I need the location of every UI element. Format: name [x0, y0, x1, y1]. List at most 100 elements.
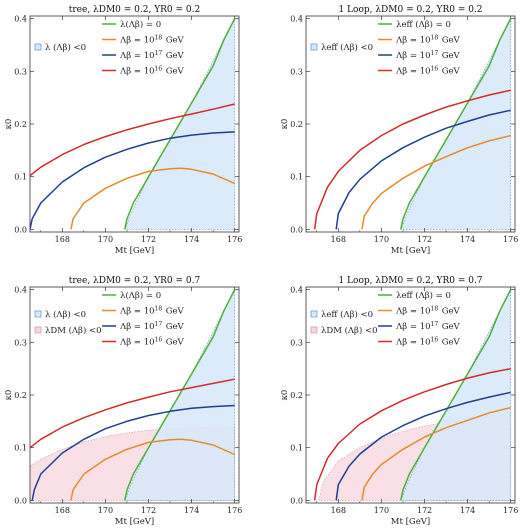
legend-region-label: λDM (Λβ) <0	[321, 325, 378, 336]
y-axis-label: κ0	[4, 119, 14, 130]
legend-label: λeff (Λβ) = 0	[396, 19, 451, 30]
series-line-red	[313, 89, 511, 230]
series-line-blue	[335, 391, 511, 501]
x-tick-label: 172	[141, 235, 156, 244]
x-tick-label: 168	[55, 235, 70, 244]
y-tick-label: 0.3	[290, 338, 303, 347]
x-axis-label: Mt [GeV]	[391, 517, 430, 527]
x-tick-label: 170	[374, 506, 389, 515]
y-axis-label: κ0	[4, 390, 14, 401]
legend-label: Λβ = 1017 GeV	[119, 50, 184, 61]
legend-label: Λβ = 1016 GeV	[119, 337, 184, 348]
x-tick-label: 174	[184, 235, 199, 244]
y-tick-label: 0.1	[14, 173, 27, 182]
legend-region-swatch	[310, 43, 318, 51]
y-tick-label: 0.4	[290, 15, 303, 24]
legend-label: Λβ = 1016 GeV	[119, 66, 184, 77]
legend-region-swatch	[34, 43, 42, 51]
x-tick-label: 170	[98, 506, 113, 515]
x-tick-label: 172	[417, 235, 432, 244]
legend-label: Λβ = 1018 GeV	[395, 306, 460, 317]
x-tick-label: 176	[227, 235, 242, 244]
x-tick-label: 168	[331, 235, 346, 244]
y-axis-label: κ0	[280, 390, 290, 401]
x-tick-label: 176	[227, 506, 242, 515]
y-tick-label: 0.3	[14, 338, 27, 347]
x-tick-label: 174	[460, 506, 475, 515]
chart-panel-4: 168 170 172 174 176 0.0 0.1 0.2 0.3 0.4 Mt [GeV] κ0…	[280, 276, 518, 527]
y-tick-label: 0.2	[14, 391, 27, 400]
legend-label: Λβ = 1017 GeV	[395, 321, 460, 332]
chart-panel-1: 168 170 172 174 176 0.0 0.1 0.2 0.3 0.4 Mt [GeV] κ0…	[4, 5, 242, 256]
legend-label: Λβ = 1016 GeV	[395, 66, 460, 77]
chart-title: 1 Loop, λDM0 = 0.2, YR0 = 0.7	[338, 276, 482, 286]
series-line-red	[313, 367, 511, 501]
x-axis-label: Mt [GeV]	[115, 246, 154, 256]
legend-label: λ(Λβ) = 0	[120, 19, 161, 30]
x-tick-label: 170	[374, 235, 389, 244]
y-tick-label: 0.1	[14, 444, 27, 453]
legend-region-swatch	[34, 326, 42, 334]
x-tick-label: 172	[141, 506, 156, 515]
legend-label: Λβ = 1018 GeV	[395, 35, 460, 46]
y-tick-label: 0.0	[14, 496, 27, 505]
series-line-orange	[70, 167, 236, 230]
x-tick-label: 168	[55, 506, 70, 515]
y-tick-label: 0.3	[14, 67, 27, 76]
legend-region-label: λ (Λβ) <0	[45, 309, 86, 320]
legend-region-label: λeff (Λβ) <0	[321, 42, 373, 53]
chart-panel-3: 168 170 172 174 176 0.0 0.1 0.2 0.3 0.4 Mt [GeV] κ0…	[4, 276, 242, 527]
series-line-red	[30, 378, 235, 449]
x-tick-label: 172	[417, 506, 432, 515]
chart-title: tree, λDM0 = 0.2, YR0 = 0.7	[69, 276, 201, 286]
y-axis-label: κ0	[280, 119, 290, 130]
y-tick-label: 0.0	[14, 225, 27, 234]
series-line-green	[400, 18, 512, 230]
legend-label: Λβ = 1016 GeV	[395, 337, 460, 348]
series-line-red	[30, 103, 235, 177]
x-tick-label: 176	[503, 235, 518, 244]
legend-label: Λβ = 1017 GeV	[395, 50, 460, 61]
chart-panel-2: 168 170 172 174 176 0.0 0.1 0.2 0.3 0.4 Mt [GeV] κ0…	[280, 5, 518, 256]
y-tick-label: 0.2	[290, 120, 303, 129]
legend-region-swatch	[310, 310, 318, 318]
y-tick-label: 0.0	[290, 496, 303, 505]
y-tick-label: 0.2	[14, 120, 27, 129]
chart-title: tree, λDM0 = 0.2, YR0 = 0.2	[69, 5, 200, 15]
x-axis-label: Mt [GeV]	[115, 517, 154, 527]
series-line-green	[400, 289, 512, 501]
y-tick-label: 0.1	[290, 444, 303, 453]
y-tick-label: 0.4	[14, 286, 27, 295]
series-line-orange	[361, 406, 511, 501]
x-tick-label: 176	[503, 506, 518, 515]
y-tick-label: 0.4	[14, 15, 27, 24]
y-tick-label: 0.0	[290, 225, 303, 234]
x-tick-label: 170	[98, 235, 113, 244]
series-line-blue	[335, 109, 511, 230]
x-tick-label: 174	[460, 235, 475, 244]
legend-label: λeff (Λβ) = 0	[396, 290, 451, 301]
series-line-blue	[30, 131, 235, 230]
legend-label: λ(Λβ) = 0	[120, 290, 161, 301]
legend-region-swatch	[310, 326, 318, 334]
y-tick-label: 0.2	[290, 391, 303, 400]
y-tick-label: 0.4	[290, 286, 303, 295]
x-axis-label: Mt [GeV]	[391, 246, 430, 256]
series-line-orange	[70, 438, 236, 501]
series-line-green	[124, 18, 236, 230]
legend-region-label: λeff (Λβ) <0	[321, 309, 373, 320]
chart-title: 1 Loop, λDM0 = 0.2, YR0 = 0.2	[338, 5, 482, 15]
legend-region-label: λDM (Λβ) <0	[45, 325, 102, 336]
y-tick-label: 0.3	[290, 67, 303, 76]
legend-label: Λβ = 1017 GeV	[119, 321, 184, 332]
legend-region-label: λ (Λβ) <0	[45, 42, 86, 53]
series-line-blue	[31, 404, 235, 501]
legend-region-swatch	[34, 310, 42, 318]
x-tick-label: 168	[331, 506, 346, 515]
series-line-orange	[361, 134, 511, 230]
x-tick-label: 174	[184, 506, 199, 515]
legend-label: Λβ = 1018 GeV	[119, 306, 184, 317]
legend-label: Λβ = 1018 GeV	[119, 35, 184, 46]
y-tick-label: 0.1	[290, 173, 303, 182]
